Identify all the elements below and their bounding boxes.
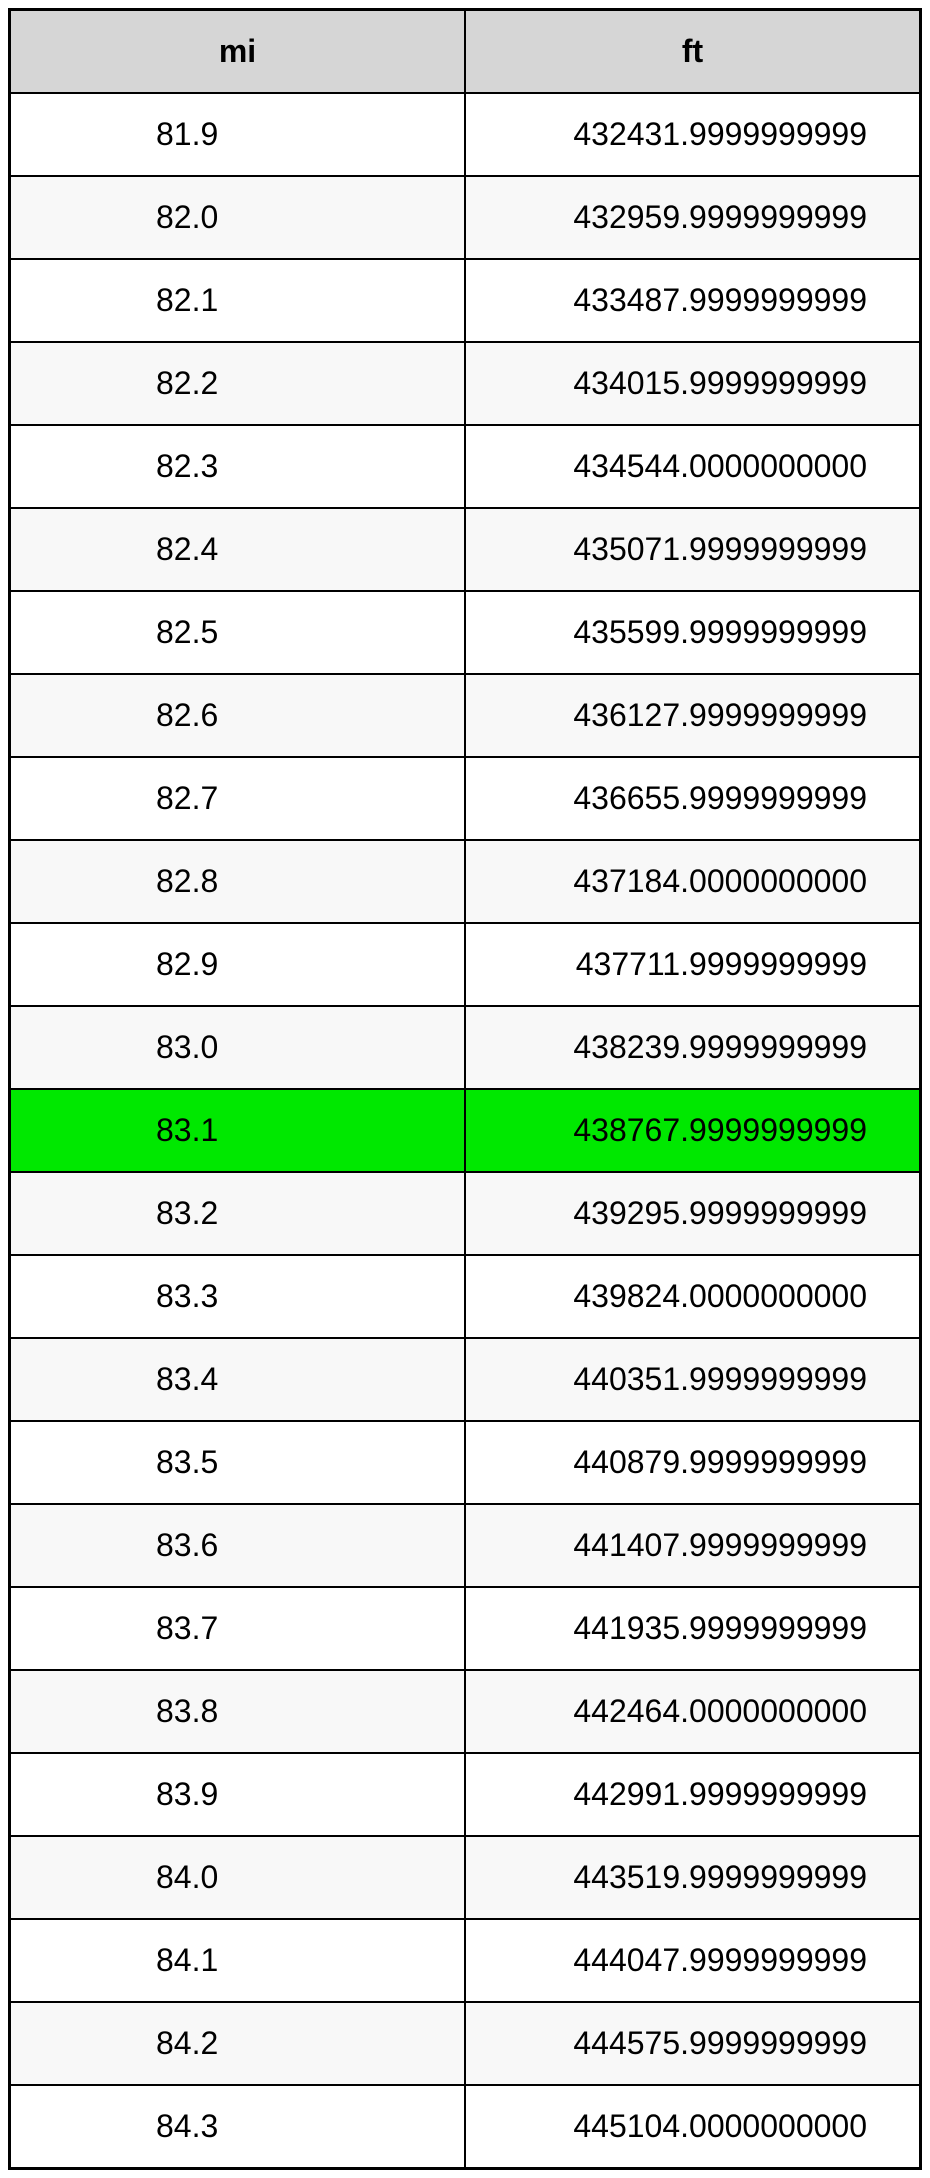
- cell-ft: 441935.9999999999: [465, 1587, 921, 1670]
- cell-mi: 84.2: [10, 2002, 466, 2085]
- cell-ft: 435071.9999999999: [465, 508, 921, 591]
- table-row: 82.5435599.9999999999: [10, 591, 921, 674]
- column-header-mi: mi: [10, 10, 466, 94]
- table-row: 84.1444047.9999999999: [10, 1919, 921, 2002]
- cell-mi: 82.1: [10, 259, 466, 342]
- table-row: 84.3445104.0000000000: [10, 2085, 921, 2169]
- cell-mi: 84.1: [10, 1919, 466, 2002]
- table-row: 83.3439824.0000000000: [10, 1255, 921, 1338]
- cell-ft: 439295.9999999999: [465, 1172, 921, 1255]
- table-row: 82.3434544.0000000000: [10, 425, 921, 508]
- cell-ft: 442991.9999999999: [465, 1753, 921, 1836]
- cell-ft: 440879.9999999999: [465, 1421, 921, 1504]
- cell-mi: 83.1: [10, 1089, 466, 1172]
- cell-mi: 83.3: [10, 1255, 466, 1338]
- table-row: 82.2434015.9999999999: [10, 342, 921, 425]
- cell-ft: 440351.9999999999: [465, 1338, 921, 1421]
- cell-mi: 82.0: [10, 176, 466, 259]
- cell-ft: 441407.9999999999: [465, 1504, 921, 1587]
- table-row: 84.2444575.9999999999: [10, 2002, 921, 2085]
- cell-ft: 438767.9999999999: [465, 1089, 921, 1172]
- cell-ft: 439824.0000000000: [465, 1255, 921, 1338]
- cell-mi: 82.5: [10, 591, 466, 674]
- table-row: 82.0432959.9999999999: [10, 176, 921, 259]
- column-header-ft: ft: [465, 10, 921, 94]
- cell-ft: 444047.9999999999: [465, 1919, 921, 2002]
- table-row: 82.9437711.9999999999: [10, 923, 921, 1006]
- cell-mi: 82.2: [10, 342, 466, 425]
- cell-ft: 433487.9999999999: [465, 259, 921, 342]
- cell-mi: 81.9: [10, 93, 466, 176]
- cell-ft: 432959.9999999999: [465, 176, 921, 259]
- table-row: 82.7436655.9999999999: [10, 757, 921, 840]
- conversion-table: mi ft 81.9432431.999999999982.0432959.99…: [8, 8, 922, 2170]
- cell-ft: 432431.9999999999: [465, 93, 921, 176]
- table-row: 82.4435071.9999999999: [10, 508, 921, 591]
- cell-mi: 83.5: [10, 1421, 466, 1504]
- cell-ft: 437711.9999999999: [465, 923, 921, 1006]
- table-row: 82.1433487.9999999999: [10, 259, 921, 342]
- cell-mi: 83.2: [10, 1172, 466, 1255]
- table-row: 83.1438767.9999999999: [10, 1089, 921, 1172]
- cell-ft: 434015.9999999999: [465, 342, 921, 425]
- cell-ft: 445104.0000000000: [465, 2085, 921, 2169]
- cell-ft: 437184.0000000000: [465, 840, 921, 923]
- cell-mi: 83.9: [10, 1753, 466, 1836]
- table-row: 82.6436127.9999999999: [10, 674, 921, 757]
- table-row: 84.0443519.9999999999: [10, 1836, 921, 1919]
- table-row: 83.6441407.9999999999: [10, 1504, 921, 1587]
- cell-ft: 444575.9999999999: [465, 2002, 921, 2085]
- cell-mi: 82.3: [10, 425, 466, 508]
- table-row: 83.4440351.9999999999: [10, 1338, 921, 1421]
- cell-mi: 83.0: [10, 1006, 466, 1089]
- table-row: 83.7441935.9999999999: [10, 1587, 921, 1670]
- cell-ft: 434544.0000000000: [465, 425, 921, 508]
- cell-mi: 82.6: [10, 674, 466, 757]
- cell-mi: 84.0: [10, 1836, 466, 1919]
- cell-mi: 83.6: [10, 1504, 466, 1587]
- cell-ft: 442464.0000000000: [465, 1670, 921, 1753]
- cell-mi: 82.9: [10, 923, 466, 1006]
- cell-mi: 82.8: [10, 840, 466, 923]
- cell-ft: 436127.9999999999: [465, 674, 921, 757]
- cell-ft: 438239.9999999999: [465, 1006, 921, 1089]
- cell-mi: 83.7: [10, 1587, 466, 1670]
- cell-ft: 435599.9999999999: [465, 591, 921, 674]
- table-row: 82.8437184.0000000000: [10, 840, 921, 923]
- cell-mi: 83.4: [10, 1338, 466, 1421]
- table-row: 83.2439295.9999999999: [10, 1172, 921, 1255]
- cell-mi: 84.3: [10, 2085, 466, 2169]
- table-row: 83.0438239.9999999999: [10, 1006, 921, 1089]
- cell-ft: 436655.9999999999: [465, 757, 921, 840]
- table-row: 81.9432431.9999999999: [10, 93, 921, 176]
- cell-ft: 443519.9999999999: [465, 1836, 921, 1919]
- table-row: 83.8442464.0000000000: [10, 1670, 921, 1753]
- cell-mi: 82.4: [10, 508, 466, 591]
- cell-mi: 82.7: [10, 757, 466, 840]
- table-header-row: mi ft: [10, 10, 921, 94]
- table-row: 83.9442991.9999999999: [10, 1753, 921, 1836]
- cell-mi: 83.8: [10, 1670, 466, 1753]
- table-row: 83.5440879.9999999999: [10, 1421, 921, 1504]
